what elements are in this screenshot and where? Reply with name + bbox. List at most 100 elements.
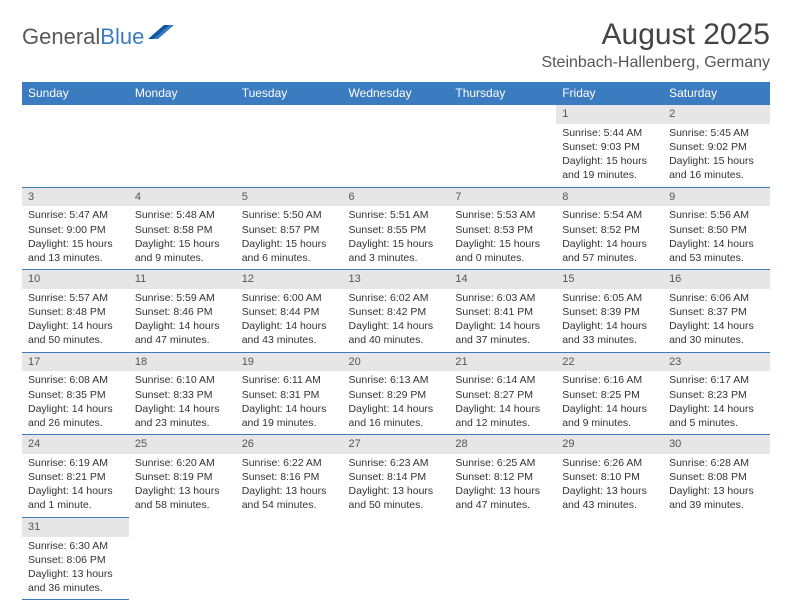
daylight-line: Daylight: 15 hours and 0 minutes.: [455, 237, 550, 265]
calendar-cell: 26Sunrise: 6:22 AMSunset: 8:16 PMDayligh…: [236, 435, 343, 518]
daylight-line: Daylight: 14 hours and 50 minutes.: [28, 319, 123, 347]
daylight-line: Daylight: 14 hours and 33 minutes.: [562, 319, 657, 347]
page-title: August 2025: [541, 18, 770, 52]
day-of-week-header: Tuesday: [236, 82, 343, 105]
calendar-cell: [343, 517, 450, 600]
day-body: Sunrise: 6:25 AMSunset: 8:12 PMDaylight:…: [449, 454, 556, 517]
calendar-week: 17Sunrise: 6:08 AMSunset: 8:35 PMDayligh…: [22, 352, 770, 435]
day-number: 5: [236, 188, 343, 207]
day-body: Sunrise: 6:26 AMSunset: 8:10 PMDaylight:…: [556, 454, 663, 517]
day-of-week-header: Saturday: [663, 82, 770, 105]
day-number: 9: [663, 188, 770, 207]
sunrise-line: Sunrise: 5:47 AM: [28, 208, 123, 222]
day-body: Sunrise: 6:08 AMSunset: 8:35 PMDaylight:…: [22, 371, 129, 434]
sunrise-line: Sunrise: 6:10 AM: [135, 373, 230, 387]
sunset-line: Sunset: 8:57 PM: [242, 223, 337, 237]
day-number: 19: [236, 353, 343, 372]
sunrise-line: Sunrise: 5:54 AM: [562, 208, 657, 222]
sunset-line: Sunset: 8:37 PM: [669, 305, 764, 319]
day-number: 8: [556, 188, 663, 207]
daylight-line: Daylight: 14 hours and 57 minutes.: [562, 237, 657, 265]
day-number: 3: [22, 188, 129, 207]
sunrise-line: Sunrise: 5:50 AM: [242, 208, 337, 222]
daylight-line: Daylight: 15 hours and 3 minutes.: [349, 237, 444, 265]
day-number: 28: [449, 435, 556, 454]
calendar-cell: [129, 517, 236, 600]
daylight-line: Daylight: 14 hours and 30 minutes.: [669, 319, 764, 347]
daylight-line: Daylight: 13 hours and 36 minutes.: [28, 567, 123, 595]
calendar-week: 1Sunrise: 5:44 AMSunset: 9:03 PMDaylight…: [22, 105, 770, 188]
day-body: Sunrise: 5:51 AMSunset: 8:55 PMDaylight:…: [343, 206, 450, 269]
day-number: 6: [343, 188, 450, 207]
day-of-week-header: Wednesday: [343, 82, 450, 105]
day-number: 17: [22, 353, 129, 372]
day-body: Sunrise: 6:14 AMSunset: 8:27 PMDaylight:…: [449, 371, 556, 434]
day-body: Sunrise: 6:03 AMSunset: 8:41 PMDaylight:…: [449, 289, 556, 352]
daylight-line: Daylight: 14 hours and 37 minutes.: [455, 319, 550, 347]
sunrise-line: Sunrise: 6:23 AM: [349, 456, 444, 470]
sunrise-line: Sunrise: 6:20 AM: [135, 456, 230, 470]
daylight-line: Daylight: 14 hours and 9 minutes.: [562, 402, 657, 430]
calendar-cell: 11Sunrise: 5:59 AMSunset: 8:46 PMDayligh…: [129, 270, 236, 353]
calendar-cell: 10Sunrise: 5:57 AMSunset: 8:48 PMDayligh…: [22, 270, 129, 353]
calendar-cell: 5Sunrise: 5:50 AMSunset: 8:57 PMDaylight…: [236, 187, 343, 270]
calendar-cell: [22, 105, 129, 188]
daylight-line: Daylight: 13 hours and 43 minutes.: [562, 484, 657, 512]
day-number: 1: [556, 105, 663, 124]
daylight-line: Daylight: 14 hours and 23 minutes.: [135, 402, 230, 430]
daylight-line: Daylight: 14 hours and 26 minutes.: [28, 402, 123, 430]
day-body: Sunrise: 6:17 AMSunset: 8:23 PMDaylight:…: [663, 371, 770, 434]
day-number: 12: [236, 270, 343, 289]
day-body: Sunrise: 6:05 AMSunset: 8:39 PMDaylight:…: [556, 289, 663, 352]
calendar-cell: 15Sunrise: 6:05 AMSunset: 8:39 PMDayligh…: [556, 270, 663, 353]
sunrise-line: Sunrise: 6:13 AM: [349, 373, 444, 387]
sunrise-line: Sunrise: 6:22 AM: [242, 456, 337, 470]
day-body: Sunrise: 6:06 AMSunset: 8:37 PMDaylight:…: [663, 289, 770, 352]
calendar-cell: 18Sunrise: 6:10 AMSunset: 8:33 PMDayligh…: [129, 352, 236, 435]
day-body: Sunrise: 6:00 AMSunset: 8:44 PMDaylight:…: [236, 289, 343, 352]
sunset-line: Sunset: 8:16 PM: [242, 470, 337, 484]
calendar-cell: 23Sunrise: 6:17 AMSunset: 8:23 PMDayligh…: [663, 352, 770, 435]
calendar-cell: 13Sunrise: 6:02 AMSunset: 8:42 PMDayligh…: [343, 270, 450, 353]
calendar-week: 10Sunrise: 5:57 AMSunset: 8:48 PMDayligh…: [22, 270, 770, 353]
day-number: 29: [556, 435, 663, 454]
daylight-line: Daylight: 14 hours and 40 minutes.: [349, 319, 444, 347]
sunset-line: Sunset: 8:23 PM: [669, 388, 764, 402]
sunrise-line: Sunrise: 6:17 AM: [669, 373, 764, 387]
sunrise-line: Sunrise: 5:53 AM: [455, 208, 550, 222]
calendar-cell: 28Sunrise: 6:25 AMSunset: 8:12 PMDayligh…: [449, 435, 556, 518]
day-body: Sunrise: 6:11 AMSunset: 8:31 PMDaylight:…: [236, 371, 343, 434]
sunrise-line: Sunrise: 6:00 AM: [242, 291, 337, 305]
calendar-cell: 25Sunrise: 6:20 AMSunset: 8:19 PMDayligh…: [129, 435, 236, 518]
sunrise-line: Sunrise: 6:28 AM: [669, 456, 764, 470]
calendar-cell: 24Sunrise: 6:19 AMSunset: 8:21 PMDayligh…: [22, 435, 129, 518]
day-of-week-header: Friday: [556, 82, 663, 105]
calendar-cell: 20Sunrise: 6:13 AMSunset: 8:29 PMDayligh…: [343, 352, 450, 435]
calendar-cell: 6Sunrise: 5:51 AMSunset: 8:55 PMDaylight…: [343, 187, 450, 270]
day-body: Sunrise: 5:57 AMSunset: 8:48 PMDaylight:…: [22, 289, 129, 352]
sunset-line: Sunset: 8:41 PM: [455, 305, 550, 319]
daylight-line: Daylight: 14 hours and 47 minutes.: [135, 319, 230, 347]
day-body: Sunrise: 5:50 AMSunset: 8:57 PMDaylight:…: [236, 206, 343, 269]
sunset-line: Sunset: 9:02 PM: [669, 140, 764, 154]
day-number: 25: [129, 435, 236, 454]
calendar-cell: 9Sunrise: 5:56 AMSunset: 8:50 PMDaylight…: [663, 187, 770, 270]
calendar-cell: 29Sunrise: 6:26 AMSunset: 8:10 PMDayligh…: [556, 435, 663, 518]
sunrise-line: Sunrise: 5:57 AM: [28, 291, 123, 305]
day-body: Sunrise: 5:48 AMSunset: 8:58 PMDaylight:…: [129, 206, 236, 269]
day-of-week-header: Thursday: [449, 82, 556, 105]
daylight-line: Daylight: 13 hours and 39 minutes.: [669, 484, 764, 512]
day-number: 7: [449, 188, 556, 207]
sunrise-line: Sunrise: 6:14 AM: [455, 373, 550, 387]
sunrise-line: Sunrise: 6:19 AM: [28, 456, 123, 470]
calendar-cell: [556, 517, 663, 600]
day-number: 15: [556, 270, 663, 289]
day-number: 16: [663, 270, 770, 289]
calendar-cell: [236, 105, 343, 188]
day-body: Sunrise: 5:54 AMSunset: 8:52 PMDaylight:…: [556, 206, 663, 269]
sunset-line: Sunset: 8:29 PM: [349, 388, 444, 402]
location: Steinbach-Hallenberg, Germany: [541, 54, 770, 72]
daylight-line: Daylight: 15 hours and 16 minutes.: [669, 154, 764, 182]
day-body: Sunrise: 5:44 AMSunset: 9:03 PMDaylight:…: [556, 124, 663, 187]
day-number: 4: [129, 188, 236, 207]
